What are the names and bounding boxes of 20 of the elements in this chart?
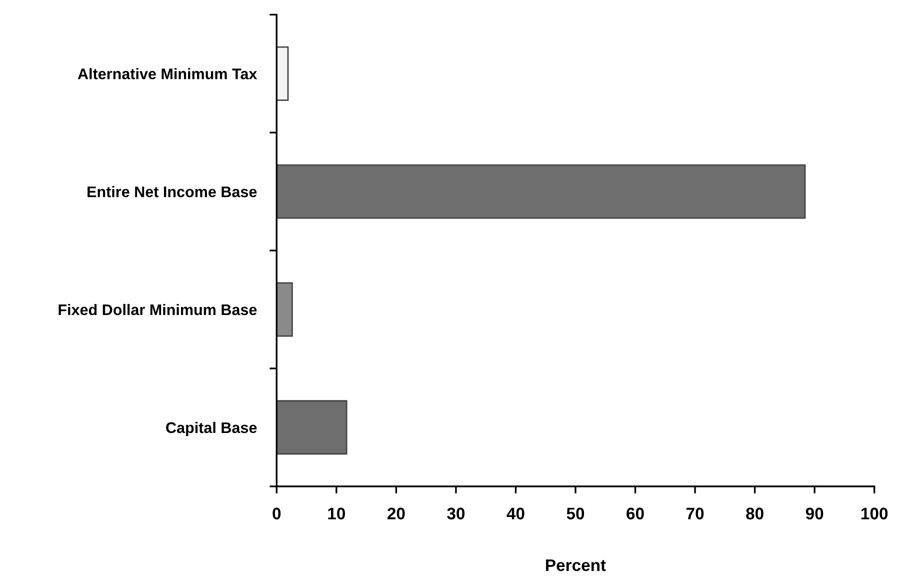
x-tick-label: 70: [686, 508, 704, 520]
x-tick-label: 50: [566, 508, 584, 520]
bar: [276, 164, 806, 219]
x-tick-label: 40: [506, 508, 524, 520]
bar: [276, 400, 348, 455]
x-tick-label: 0: [272, 508, 281, 520]
y-tick-label: Capital Base: [166, 422, 257, 436]
bar: [276, 46, 289, 101]
x-axis-title: Percent: [546, 559, 606, 572]
bar: [276, 282, 293, 337]
y-tick-label: Fixed Dollar Minimum Base: [58, 304, 257, 316]
x-tick-label: 100: [861, 508, 888, 520]
y-tick-label: Alternative Minimum Tax: [78, 68, 258, 80]
x-tick-label: 80: [746, 508, 764, 520]
x-tick-label: 30: [447, 508, 465, 520]
x-tick-label: 20: [387, 508, 405, 520]
y-tick-label: Entire Net Income Base: [88, 186, 257, 198]
x-tick-label: 60: [626, 508, 644, 520]
x-tick-label: 90: [806, 508, 824, 520]
x-tick-label: 10: [328, 508, 345, 520]
